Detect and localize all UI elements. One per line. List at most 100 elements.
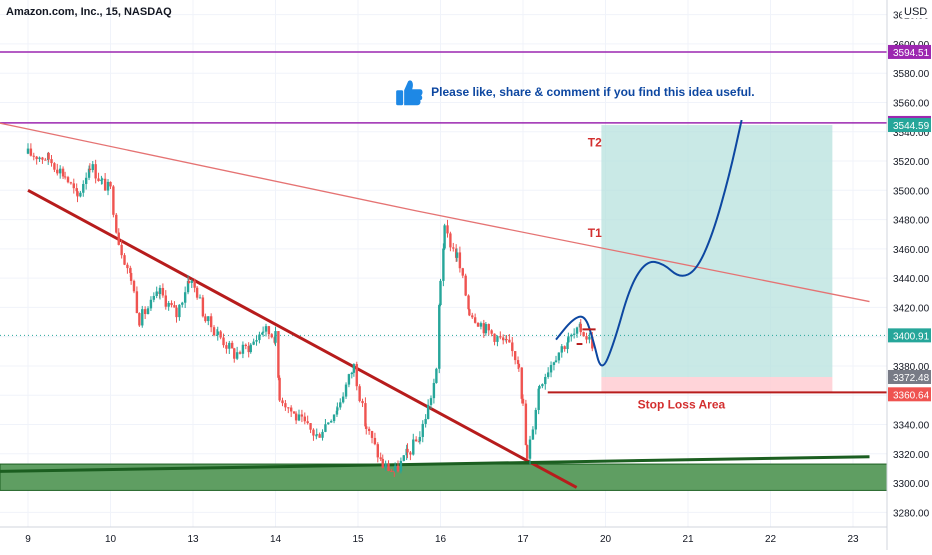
candle-body [399,460,403,472]
x-tick-label: 20 [600,534,612,545]
candle-body [591,336,594,349]
candle-body [175,307,178,318]
candle-body [511,342,514,352]
candle-body [82,183,85,193]
x-tick-label: 10 [105,534,117,545]
candle-body [332,414,336,422]
y-tick-label: 3580.00 [893,69,930,80]
candle-body [126,264,129,269]
resistance-trendline [0,122,870,303]
candle-body [544,376,547,385]
candle-body [292,411,296,414]
candle-body [141,309,144,326]
candle-body [258,334,261,341]
candle-body [549,364,553,373]
chart-title: Amazon.com, Inc., 15, NASDAQ [6,6,172,18]
x-tick-label: 13 [187,534,199,545]
candle-body [546,372,550,377]
price-label-box [888,118,931,133]
candle-body [277,331,280,378]
candle-body [252,341,255,345]
candle-body [352,364,356,373]
candle-body [566,342,569,350]
candle-body [209,316,213,328]
candle-body [183,292,187,303]
candle-body [579,323,582,333]
y-tick-label: 3500.00 [893,186,930,197]
candle-body [476,322,480,327]
candle-body [384,463,387,468]
candle-body [370,431,374,438]
support-trendline [0,455,870,473]
candle-body [361,401,364,404]
x-tick-label: 15 [352,534,364,545]
candle-body [541,384,544,387]
candle-body [215,334,219,336]
candle-body [439,280,442,306]
candle-body [264,326,268,332]
target-1-label: T1 [588,226,602,240]
candle-body [101,178,104,180]
candle-body [417,441,421,443]
candle-body [164,295,167,307]
candle-body [429,398,433,405]
candle-body [306,421,309,424]
candle-body [112,186,115,215]
candle-body [367,428,371,432]
target-zone [601,125,833,377]
y-tick-label: 3280.00 [893,508,930,519]
overlay: T2 T1 Stop Loss Area Please like, share & c… [396,80,755,411]
candle-body [409,452,412,455]
candle-body [471,315,474,318]
candle-body [347,374,351,385]
candle-body [560,346,563,353]
candle-body [187,281,191,283]
currency-label[interactable]: USD [902,6,930,18]
price-label: 3360.64 [893,390,930,401]
candle-body [528,439,532,459]
candle-body [284,403,287,408]
candle-body [294,413,298,421]
candle-body [297,414,301,421]
candle-body [505,339,508,341]
candle-body [455,252,459,258]
candlesticks [26,143,594,477]
candle-body [32,155,35,157]
candle-body [525,445,529,459]
candle-body [446,225,449,234]
candle-body [94,164,97,179]
candle-body [344,384,348,397]
candle-body [312,429,315,436]
candle-body [91,164,94,171]
candle-body [300,414,304,417]
candle-body [381,458,384,468]
candle-body [421,423,424,437]
x-tick-label: 16 [435,534,447,545]
thumbs-up-icon [396,90,404,106]
candle-body [84,177,88,184]
candle-body [287,407,290,409]
candle-body [106,181,110,191]
candle-body [572,333,576,335]
candle-body [443,225,446,249]
x-tick-label: 9 [25,534,31,545]
candle-body [247,346,250,353]
thumbs-up-icon-hand [404,80,423,106]
candle-body [570,334,573,337]
candle-body [195,287,199,298]
candle-body [538,386,541,389]
candle-body [341,396,345,403]
candle-body [336,407,339,411]
candle-body [552,362,556,365]
price-label-box [888,387,931,402]
candle-body [281,400,284,404]
candle-body [155,291,158,296]
candle-body [216,331,219,335]
candle-body [88,168,92,171]
candle-body [499,336,502,338]
candle-body [365,426,368,429]
candle-body [449,233,452,248]
y-tick-label: 3300.00 [893,479,930,490]
